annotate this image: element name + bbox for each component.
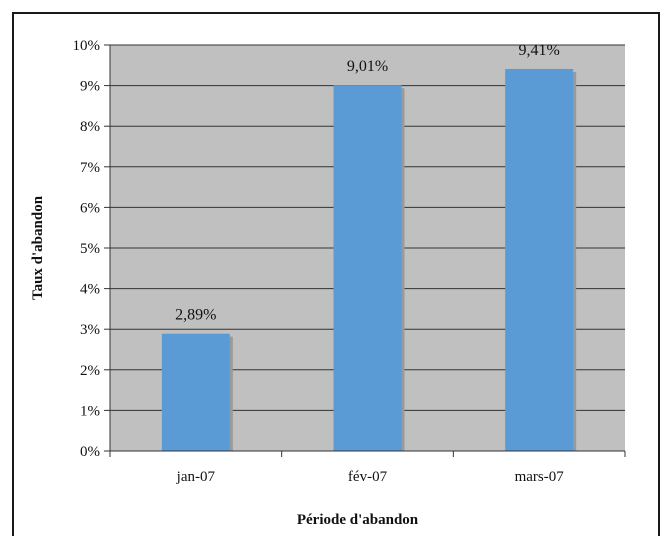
- data-label: 9,01%: [347, 58, 388, 75]
- x-tick-label: mars-07: [515, 469, 565, 485]
- x-axis-ticks: jan-07 fév-07 mars-07: [109, 451, 626, 485]
- y-tick-label: 6%: [80, 200, 100, 216]
- bars: 2,89% 9,01% 9,41%: [161, 42, 577, 451]
- y-tick-label: 3%: [80, 322, 100, 338]
- bar: [161, 333, 230, 451]
- data-label: 2,89%: [175, 307, 216, 324]
- y-tick-label: 5%: [80, 241, 100, 257]
- y-tick-label: 7%: [80, 160, 100, 176]
- data-label: 9,41%: [519, 42, 560, 59]
- y-axis-title: Taux d'abandon: [30, 195, 46, 300]
- y-tick-label: 0%: [80, 444, 100, 460]
- y-tick-label: 2%: [80, 363, 100, 379]
- bar: [505, 68, 574, 451]
- x-tick-label: fév-07: [348, 469, 388, 485]
- x-axis-title: Période d'abandon: [297, 512, 419, 528]
- y-tick-label: 8%: [80, 119, 100, 135]
- x-tick-label: jan-07: [176, 469, 216, 485]
- y-tick-label: 10%: [73, 38, 101, 54]
- y-axis-ticks: 0% 1% 2% 3% 4% 5% 6% 7% 8% 9% 10%: [73, 38, 110, 460]
- bar: [333, 85, 402, 451]
- y-tick-label: 9%: [80, 79, 100, 95]
- y-tick-label: 4%: [80, 282, 100, 298]
- y-tick-label: 1%: [80, 403, 100, 419]
